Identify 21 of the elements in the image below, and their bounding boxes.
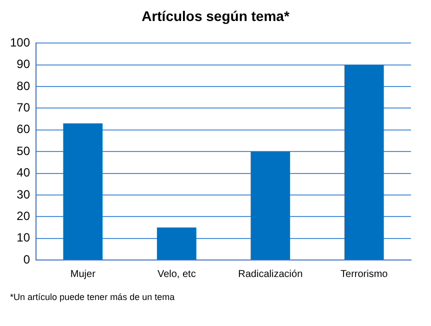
bar: [344, 64, 384, 260]
y-tick-label: 20: [16, 208, 30, 223]
y-tick-label: 70: [16, 100, 30, 115]
bar: [250, 152, 290, 260]
y-tick-label: 90: [16, 57, 30, 72]
y-tick-label: 60: [16, 122, 30, 136]
x-tick-label: Mujer: [70, 268, 96, 280]
chart-title: Artículos según tema*: [140, 8, 290, 24]
x-tick-label: Velo, etc: [157, 268, 196, 280]
y-tick-label: 10: [16, 230, 30, 245]
y-tick-label: 40: [16, 166, 30, 180]
y-tick-label: 30: [16, 187, 30, 202]
bar: [156, 227, 196, 260]
y-tick-label: 80: [16, 78, 30, 93]
y-tick-label: 100: [10, 36, 30, 50]
x-tick-label: Radicalización: [238, 268, 303, 280]
y-tick-label: 0: [23, 252, 30, 266]
text: *Un artículo puede tener más de un tema: [10, 292, 175, 302]
y-tick-label: 50: [16, 144, 30, 158]
bar: [63, 123, 103, 260]
x-tick-label: Terrorismo: [340, 268, 388, 280]
